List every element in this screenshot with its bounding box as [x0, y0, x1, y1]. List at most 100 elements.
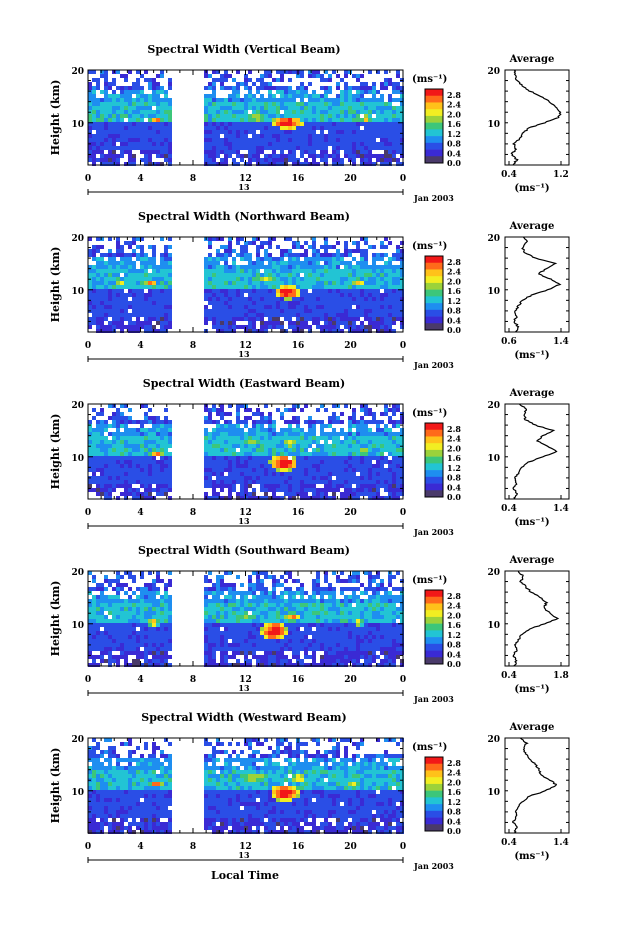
heatmap-cell — [284, 289, 288, 293]
heatmap-cell — [364, 313, 368, 317]
heatmap-cell — [392, 90, 396, 94]
heatmap-cell — [112, 126, 116, 130]
heatmap-cell — [364, 420, 368, 424]
heatmap-cell — [288, 70, 292, 74]
heatmap-cell — [260, 245, 264, 249]
heatmap-cell — [244, 452, 248, 456]
heatmap-cell — [208, 456, 212, 460]
heatmap-cell — [136, 281, 140, 285]
heatmap-cell — [104, 476, 108, 480]
heatmap-cell — [244, 273, 248, 277]
heatmap-cell — [392, 138, 396, 142]
heatmap-cells — [88, 237, 404, 333]
heatmap-cell — [368, 480, 372, 484]
heatmap-cell — [280, 297, 284, 301]
heatmap-cell — [252, 154, 256, 158]
heatmap-cell — [304, 591, 308, 595]
heatmap-cell — [108, 86, 112, 90]
heatmap-cell — [260, 321, 264, 325]
heatmap-cell — [264, 273, 268, 277]
heatmap-cell — [352, 122, 356, 126]
heatmap-cell — [380, 269, 384, 273]
average-unit: (ms⁻¹) — [514, 183, 549, 194]
heatmap-cell — [368, 436, 372, 440]
heatmap-cell — [324, 158, 328, 162]
heatmap-cell — [112, 114, 116, 118]
heatmap-cell — [240, 281, 244, 285]
heatmap-cell — [372, 301, 376, 305]
heatmap-cell — [96, 305, 100, 309]
heatmap-cell — [248, 265, 252, 269]
colorbar-tick-label: 0.0 — [447, 492, 461, 502]
heatmap-cell — [216, 484, 220, 488]
heatmap-cell — [148, 436, 152, 440]
heatmap-cell — [108, 118, 112, 122]
heatmap-cell — [264, 480, 268, 484]
average-title: Average — [509, 388, 555, 399]
heatmap-cell — [364, 265, 368, 269]
heatmap-cell — [216, 428, 220, 432]
colorbar-tick-label: 0.8 — [447, 139, 461, 149]
heatmap-cell — [216, 162, 220, 166]
heatmap-cell — [368, 150, 372, 154]
heatmap-cell — [128, 436, 132, 440]
heatmap-cell — [96, 142, 100, 146]
colorbar-tick-label: 2.4 — [447, 434, 461, 444]
heatmap-cell — [400, 464, 404, 468]
heatmap-cell — [252, 432, 256, 436]
heatmap-cell — [156, 162, 160, 166]
heatmap-cell — [316, 162, 320, 166]
heatmap-cell — [296, 114, 300, 118]
heatmap-cell — [272, 579, 276, 583]
heatmap-cell — [288, 428, 292, 432]
heatmap-cell — [216, 106, 220, 110]
heatmap-cell — [244, 416, 248, 420]
heatmap-cell — [144, 273, 148, 277]
heatmap-cell — [300, 150, 304, 154]
heatmap-cell — [112, 253, 116, 257]
heatmap-cell — [356, 146, 360, 150]
heatmap-cell — [136, 321, 140, 325]
heatmap-cell — [164, 126, 168, 130]
heatmap-cell — [352, 464, 356, 468]
heatmap-cell — [140, 130, 144, 134]
heatmap-cell — [120, 126, 124, 130]
heatmap-cell — [312, 162, 316, 166]
heatmap-cell — [268, 476, 272, 480]
heatmap-cell — [304, 134, 308, 138]
heatmap-cell — [140, 138, 144, 142]
y-tick-label: 20 — [71, 67, 84, 77]
heatmap-cell — [316, 579, 320, 583]
heatmap-cell — [280, 472, 284, 476]
heatmap-cell — [168, 313, 172, 317]
heatmap-cell — [388, 428, 392, 432]
heatmap-cell — [272, 575, 276, 579]
heatmap-cell — [300, 118, 304, 122]
heatmap-cell — [156, 440, 160, 444]
heatmap-cell — [92, 464, 96, 468]
heatmap-cell — [120, 492, 124, 496]
heatmap-cell — [328, 321, 332, 325]
heatmap-cell — [152, 456, 156, 460]
heatmap-cell — [376, 285, 380, 289]
heatmap-cell — [224, 285, 228, 289]
heatmap-cell — [88, 285, 92, 289]
heatmap-cell — [228, 150, 232, 154]
heatmap-cell — [296, 468, 300, 472]
heatmap-cell — [204, 305, 208, 309]
heatmap-cell — [352, 134, 356, 138]
heatmap-cell — [92, 313, 96, 317]
heatmap-cell — [356, 273, 360, 277]
heatmap-cell — [384, 444, 388, 448]
heatmap-cell — [392, 321, 396, 325]
heatmap-cell — [216, 329, 220, 333]
heatmap-cell — [224, 329, 228, 333]
heatmap-cell — [348, 305, 352, 309]
heatmap-cell — [280, 94, 284, 98]
heatmap-cell — [140, 321, 144, 325]
heatmap-cell — [332, 158, 336, 162]
heatmap-cell — [332, 456, 336, 460]
heatmap-cell — [264, 241, 268, 245]
heatmap-cell — [268, 277, 272, 281]
heatmap-cell — [132, 325, 136, 329]
